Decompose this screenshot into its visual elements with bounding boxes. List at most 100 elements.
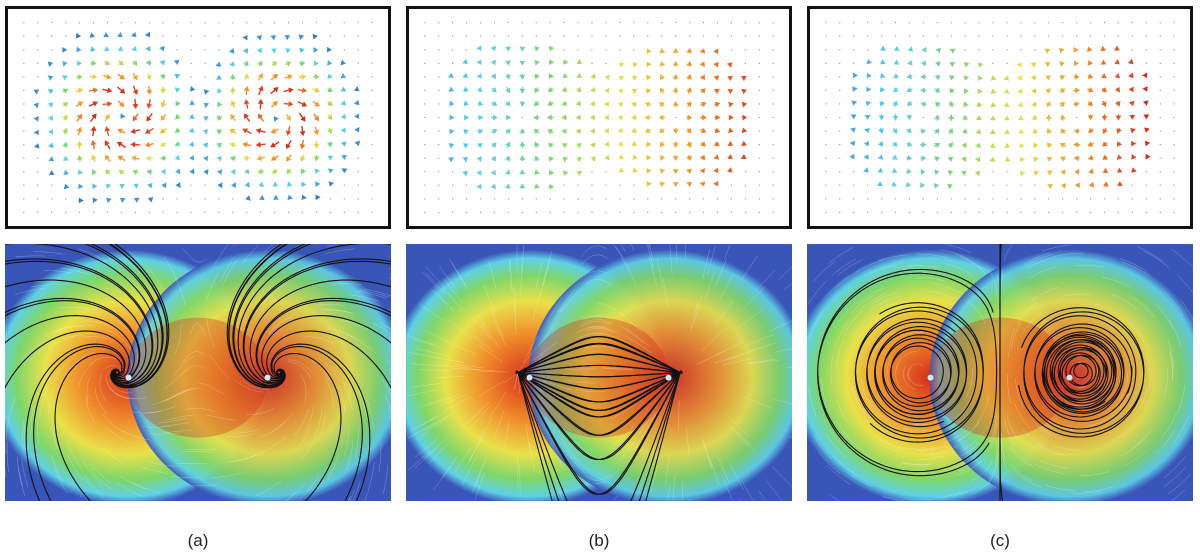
arrow-glyph-icon [476,45,483,52]
arrow-glyph-icon [978,184,980,186]
arrow-glyph-icon [162,22,164,24]
arrow-glyph-icon [758,35,760,37]
arrow-glyph-icon [1074,155,1080,161]
arrow-glyph-icon [891,86,900,95]
arrow-glyph-icon [923,35,924,36]
arrow-glyph-icon [131,72,140,82]
arrow-glyph-icon [853,198,855,200]
arrow-glyph-icon [120,211,122,213]
arrow-glyph-icon [102,73,112,81]
streamline-plot-a [5,244,391,501]
arrow-glyph-icon [976,101,983,107]
arrow-glyph-icon [1128,59,1136,67]
arrow-glyph-icon [344,35,345,36]
arrow-glyph-icon [1100,140,1109,149]
arrow-glyph-icon [772,35,774,37]
arrow-glyph-icon [825,22,827,24]
arrow-glyph-icon [772,22,774,24]
arrow-glyph-icon [1173,198,1175,200]
arrow-glyph-icon [1006,184,1008,186]
arrow-glyph-icon [561,100,568,107]
arrow-glyph-icon [685,100,694,109]
arrow-glyph-icon [162,212,164,214]
arrow-glyph-icon [257,46,265,54]
arrow-glyph-icon [1062,22,1064,24]
arrow-glyph-icon [937,212,939,214]
arrow-glyph-icon [617,101,623,108]
arrow-glyph-icon [519,87,525,94]
arrow-glyph-icon [37,62,39,64]
arrow-glyph-icon [1142,72,1150,79]
arrow-glyph-icon [961,168,969,176]
arrow-glyph-icon [948,114,954,121]
arrow-glyph-icon [878,73,886,81]
arrow-glyph-icon [1076,198,1077,199]
arrow-glyph-icon [647,212,649,214]
arrow-glyph-icon [577,49,579,51]
arrow-glyph-icon [853,211,855,213]
arrow-glyph-icon [920,182,925,188]
arrow-glyph-icon [947,140,955,148]
arrow-glyph-icon [878,154,886,162]
arrow-glyph-icon [948,60,955,67]
arrow-glyph-icon [354,113,362,120]
arrow-glyph-icon [575,155,582,162]
arrow-glyph-icon [920,128,927,135]
arrow-glyph-icon [358,171,359,172]
arrow-glyph-icon [536,35,538,37]
arrow-glyph-icon [357,76,359,78]
arrow-glyph-icon [713,181,720,188]
arrow-glyph-icon [533,183,540,189]
arrow-glyph-icon [299,46,305,53]
arrow-glyph-icon [633,211,635,213]
arrow-glyph-icon [759,117,760,118]
arrow-glyph-icon [23,103,25,105]
arrow-glyph-icon [23,62,25,64]
arrow-glyph-icon [341,141,348,147]
arrow-glyph-icon [561,155,569,163]
arrow-glyph-icon [188,127,194,134]
arrow-glyph-icon [48,73,55,80]
arrow-glyph-icon [1131,49,1133,51]
arrow-glyph-icon [744,184,746,186]
arrow-glyph-icon [272,195,279,203]
arrow-glyph-icon [672,101,679,108]
arrow-glyph-icon [947,182,954,189]
arrow-glyph-icon [242,33,250,40]
arrow-glyph-icon [130,127,141,135]
arrow-glyph-icon [1090,22,1092,24]
arrow-glyph-icon [357,62,359,64]
arrow-glyph-icon [299,195,307,202]
arrow-glyph-icon [1131,198,1133,200]
arrow-glyph-icon [438,76,440,78]
arrow-glyph-icon [717,22,719,24]
arrow-glyph-icon [74,99,85,109]
arrow-glyph-icon [893,114,899,121]
arrow-glyph-icon [102,153,112,163]
arrow-glyph-icon [879,46,886,53]
arrow-glyph-icon [758,22,760,24]
arrow-glyph-icon [1048,212,1050,214]
arrow-glyph-icon [978,198,980,200]
arrow-glyph-icon [1159,76,1161,78]
arrow-glyph-icon [102,101,112,108]
arrow-glyph-icon [850,127,857,133]
arrow-glyph-icon [354,100,362,108]
arrow-glyph-icon [189,169,194,175]
arrow-glyph-icon [218,49,220,51]
arrow-glyph-icon [1159,62,1161,64]
arrow-glyph-icon [700,154,708,162]
arrow-glyph-icon [962,60,970,68]
arrow-glyph-icon [189,155,195,161]
arrow-glyph-icon [204,22,206,24]
arrow-glyph-icon [357,157,359,159]
arrow-glyph-icon [103,32,110,39]
arrow-glyph-icon [990,75,997,81]
arrow-glyph-icon [1100,46,1107,53]
arrow-glyph-icon [215,127,223,135]
arrow-glyph-icon [699,140,708,149]
arrow-glyph-icon [231,182,236,188]
arrow-glyph-icon [438,62,440,64]
arrow-glyph-icon [934,60,940,67]
arrow-glyph-icon [825,184,827,186]
